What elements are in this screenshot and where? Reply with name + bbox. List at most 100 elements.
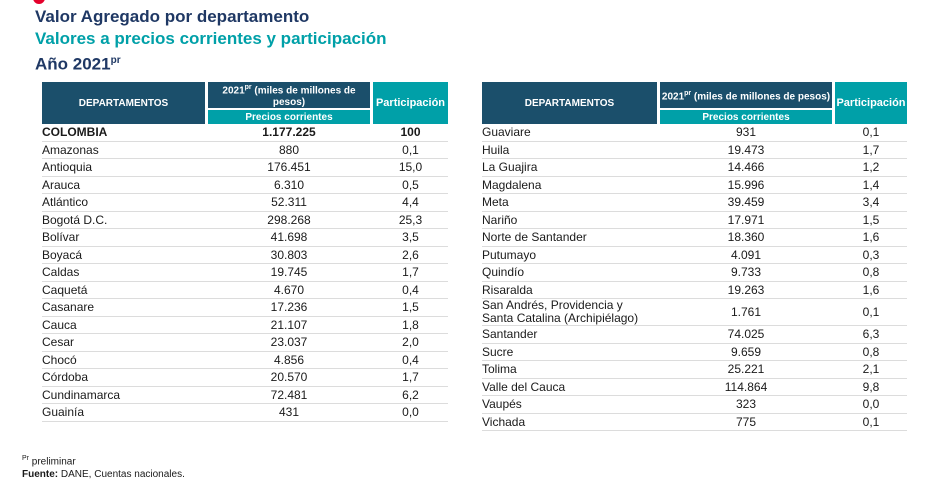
department-share: 1,7: [373, 368, 448, 387]
col-subheader-precios: Precios corrientes: [660, 108, 832, 124]
department-name: Cesar: [42, 333, 205, 352]
department-share: 2,0: [373, 333, 448, 352]
table-row: Caquetá 4.670 0,4: [42, 281, 448, 299]
right-table: DEPARTAMENTOS 2021pr (miles de millones …: [482, 82, 907, 431]
table-row: Cesar 23.037 2,0: [42, 333, 448, 352]
department-value: 4.856: [208, 351, 370, 369]
department-share: 1,4: [835, 176, 907, 194]
department-name: Guaviare: [482, 124, 657, 142]
table-row: Vaupés 323 0,0: [482, 395, 907, 414]
department-name: Caquetá: [42, 281, 205, 299]
left-table: DEPARTAMENTOS 2021pr (miles de millones …: [42, 82, 448, 422]
department-share: 0,3: [835, 246, 907, 264]
department-value: 17.236: [208, 298, 370, 317]
department-value: 114.864: [660, 378, 832, 396]
department-name: Córdoba: [42, 368, 205, 387]
table-row: Guaviare 931 0,1: [482, 124, 907, 142]
department-share: 0,1: [835, 413, 907, 431]
department-value: 6.310: [208, 176, 370, 194]
table-row: La Guajira 14.466 1,2: [482, 158, 907, 177]
footnote-source: Fuente: DANE, Cuentas nacionales.: [22, 469, 185, 481]
department-value: 1.177.225: [208, 124, 370, 142]
department-value: 20.570: [208, 368, 370, 387]
table-row: Casanare 17.236 1,5: [42, 298, 448, 317]
department-name: Santander: [482, 325, 657, 344]
department-share: 9,8: [835, 378, 907, 396]
table-row: Bolívar 41.698 3,5: [42, 228, 448, 247]
department-value: 25.221: [660, 360, 832, 379]
department-name: Risaralda: [482, 281, 657, 299]
table-row: Boyacá 30.803 2,6: [42, 246, 448, 264]
department-name: Bolívar: [42, 228, 205, 247]
department-name: Guainía: [42, 403, 205, 422]
department-value: 74.025: [660, 325, 832, 344]
table-row: Quindío 9.733 0,8: [482, 263, 907, 282]
department-share: 0,1: [835, 124, 907, 142]
table-row: Atlántico 52.311 4,4: [42, 193, 448, 212]
table-row: Magdalena 15.996 1,4: [482, 176, 907, 194]
department-share: 0,4: [373, 281, 448, 299]
department-share: 4,4: [373, 193, 448, 212]
department-share: 0,0: [373, 403, 448, 422]
department-name: COLOMBIA: [42, 124, 205, 142]
col-header-year: 2021pr (miles de millones de pesos): [208, 82, 370, 109]
department-name: Norte de Santander: [482, 228, 657, 247]
department-name: Amazonas: [42, 141, 205, 159]
department-value: 19.263: [660, 281, 832, 299]
department-value: 19.745: [208, 263, 370, 282]
department-share: 0,1: [373, 141, 448, 159]
department-name: Arauca: [42, 176, 205, 194]
department-name: Vaupés: [482, 395, 657, 414]
table-row: Vichada 775 0,1: [482, 413, 907, 431]
department-share: 1,8: [373, 316, 448, 334]
department-value: 775: [660, 413, 832, 431]
department-share: 1,5: [835, 211, 907, 229]
table-row: Cauca 21.107 1,8: [42, 316, 448, 334]
department-value: 931: [660, 124, 832, 142]
table-row: Meta 39.459 3,4: [482, 193, 907, 212]
department-value: 17.971: [660, 211, 832, 229]
table-row: Antioquia 176.451 15,0: [42, 158, 448, 177]
table-row: Bogotá D.C. 298.268 25,3: [42, 211, 448, 229]
department-name: Tolima: [482, 360, 657, 379]
department-share: 2,1: [835, 360, 907, 379]
header: Valor Agregado por departamento Valores …: [35, 6, 387, 76]
department-share: 100: [373, 124, 448, 142]
department-share: 0,5: [373, 176, 448, 194]
department-share: 3,5: [373, 228, 448, 247]
department-name: Casanare: [42, 298, 205, 317]
table-row: Norte de Santander 18.360 1,6: [482, 228, 907, 247]
department-value: 18.360: [660, 228, 832, 247]
col-header-departamentos: DEPARTAMENTOS: [482, 82, 657, 124]
department-name: Valle del Cauca: [482, 378, 657, 396]
department-value: 23.037: [208, 333, 370, 352]
year-label: Año 2021: [35, 54, 111, 74]
department-share: 0,0: [835, 395, 907, 414]
department-share: 0,1: [835, 298, 907, 326]
page-title: Valor Agregado por departamento: [35, 7, 310, 26]
department-name: Vichada: [482, 413, 657, 431]
table-row: COLOMBIA 1.177.225 100: [42, 124, 448, 142]
table-row: Tolima 25.221 2,1: [482, 360, 907, 379]
table-row: Risaralda 19.263 1,6: [482, 281, 907, 299]
department-share: 1,6: [835, 281, 907, 299]
department-share: 2,6: [373, 246, 448, 264]
footnote-preliminar: Pr preliminar: [22, 455, 76, 468]
department-value: 72.481: [208, 386, 370, 404]
table-row: Amazonas 880 0,1: [42, 141, 448, 159]
table-row: Valle del Cauca 114.864 9,8: [482, 378, 907, 396]
department-name: Cauca: [42, 316, 205, 334]
table-row: Putumayo 4.091 0,3: [482, 246, 907, 264]
page-year: Año 2021pr: [35, 50, 387, 76]
department-value: 880: [208, 141, 370, 159]
col-header-year: 2021pr (miles de millones de pesos): [660, 82, 832, 109]
table-row: San Andrés, Providencia y Santa Catalina…: [482, 298, 907, 326]
page-subtitle: Valores a precios corrientes y participa…: [35, 29, 387, 48]
department-name: Boyacá: [42, 246, 205, 264]
department-value: 30.803: [208, 246, 370, 264]
department-share: 6,3: [835, 325, 907, 344]
department-share: 0,4: [373, 351, 448, 369]
col-header-participacion: Participación: [835, 82, 907, 124]
department-value: 176.451: [208, 158, 370, 177]
department-name: Nariño: [482, 211, 657, 229]
